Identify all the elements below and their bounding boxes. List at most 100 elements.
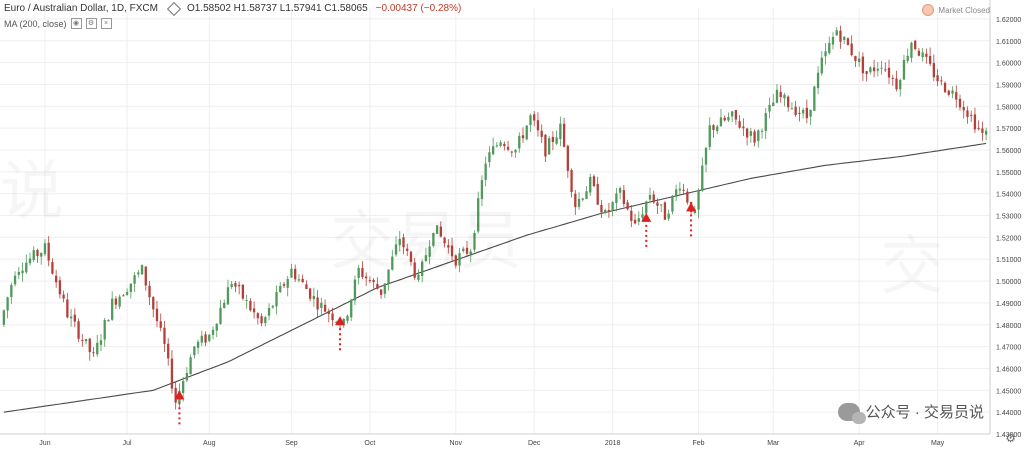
candle-body (816, 72, 820, 89)
candle-body (290, 268, 293, 278)
candle-body (932, 63, 936, 78)
candle-body (6, 297, 9, 311)
candle-body (529, 115, 532, 126)
candle-body (951, 90, 954, 94)
grid-lines (0, 8, 990, 435)
candle-body (241, 284, 245, 299)
candle-body (81, 340, 84, 342)
candle-body (99, 340, 103, 345)
candle-body (462, 248, 465, 252)
candle-body (831, 36, 835, 45)
candle-body (671, 195, 674, 212)
candle-body (607, 209, 611, 212)
candle-body (379, 289, 383, 295)
candle-body (719, 117, 723, 127)
candle-body (234, 282, 237, 287)
candle-body (129, 283, 133, 293)
candle-body (454, 255, 457, 266)
market-status-text: Market Closed (938, 5, 990, 15)
candle-body (633, 219, 637, 224)
candle-body (645, 201, 648, 214)
candle-body (58, 280, 62, 295)
candle-body (813, 86, 816, 111)
candle-body (264, 317, 267, 324)
candle-body (223, 302, 226, 309)
candle-body (600, 204, 603, 213)
candle-body (843, 36, 846, 40)
close-icon[interactable]: × (100, 18, 112, 29)
x-tick-label: Feb (693, 440, 705, 447)
candle-body (637, 218, 640, 222)
candle-body (656, 202, 659, 206)
candle-body (955, 92, 958, 100)
candle-body (92, 352, 95, 354)
candle-body (809, 109, 812, 117)
candle-body (514, 149, 517, 153)
candle-body (294, 268, 297, 280)
candle-body (521, 135, 525, 139)
settings-icon[interactable]: ⚙ (85, 18, 97, 29)
candle-body (574, 193, 577, 208)
candle-body (794, 106, 797, 115)
candle-body (835, 30, 838, 36)
candle-body (857, 58, 861, 63)
x-tick-label: May (931, 440, 945, 447)
candle-body (208, 334, 211, 341)
chart-settings-gear-icon[interactable]: ⚙ (1005, 431, 1016, 445)
candle-body (820, 57, 823, 74)
candle-body (114, 298, 118, 305)
candle-body (10, 284, 13, 297)
symbol-settings-icon[interactable] (166, 1, 182, 16)
candle-body (439, 226, 443, 237)
ma-label[interactable]: MA (200, close) (4, 18, 67, 29)
candle-body (350, 299, 353, 318)
candle-body (914, 40, 917, 50)
candle-body (219, 307, 222, 324)
arrow-head (641, 212, 652, 222)
candle-body (764, 113, 767, 131)
candle-body (32, 250, 35, 261)
candle-body (865, 71, 868, 75)
y-tick-label: 1.55000 (996, 170, 1021, 177)
candle-body (305, 284, 308, 290)
arrow-head (686, 202, 697, 212)
candle-body (716, 126, 719, 132)
candle-body (615, 193, 618, 204)
candle-body (297, 279, 301, 281)
candle-body (133, 275, 136, 284)
ma-200-line (3, 142, 987, 413)
candle-body (626, 202, 629, 210)
candle-body (962, 107, 965, 111)
candle-body (887, 67, 891, 78)
candle-body (473, 232, 476, 250)
candle-body (540, 130, 543, 137)
x-tick-label: 2018 (605, 440, 621, 447)
candle-body (301, 278, 304, 283)
candle-body (308, 288, 312, 299)
candle-body (772, 102, 775, 107)
candle-body (25, 262, 28, 273)
y-tick-label: 1.61000 (996, 39, 1021, 46)
candle-body (734, 110, 738, 120)
candle-body (66, 299, 69, 318)
candle-body (353, 279, 357, 301)
candle-body (159, 321, 162, 328)
candle-body (88, 338, 91, 353)
candle-body (801, 109, 805, 114)
candle-body (745, 128, 749, 138)
candle-body (443, 237, 446, 244)
candle-body (891, 77, 894, 79)
x-tick-label: Aug (203, 440, 216, 447)
candle-body (779, 91, 782, 98)
y-tick-label: 1.49000 (996, 301, 1021, 308)
eye-icon[interactable]: ◉ (70, 18, 82, 29)
candle-body (335, 321, 338, 323)
candle-body (674, 189, 678, 197)
candle-body (368, 280, 372, 282)
candle-body (947, 90, 950, 95)
candle-body (226, 287, 230, 305)
symbol-title[interactable]: Euro / Australian Dollar, 1D, FXCM (4, 3, 158, 14)
chart-header: Euro / Australian Dollar, 1D, FXCM O1.58… (4, 1, 461, 16)
candle-body (394, 244, 398, 255)
